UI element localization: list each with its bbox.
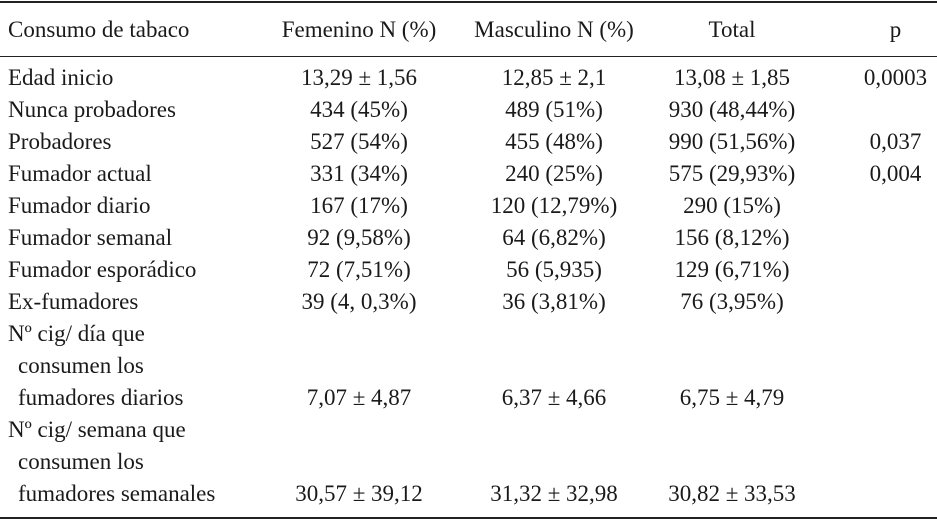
table-row: Fumador diario 167 (17%) 120 (12,79%) 29…: [0, 190, 937, 222]
table-row: Nº cig/ semana que consumen los fumadore…: [0, 414, 937, 510]
cell-p: [824, 286, 937, 318]
cell-femenino: 7,07 ± 4,87: [306, 385, 412, 410]
table-row: Nunca probadores 434 (45%) 489 (51%) 930…: [0, 94, 937, 126]
cell-total: 290 (15%): [683, 193, 781, 218]
cell-p: [824, 254, 937, 286]
cell-total: 30,82 ± 33,53: [668, 481, 796, 506]
cell-masculino: 36 (3,81%): [502, 289, 606, 314]
table-row: Nº cig/ día que consumen los fumadores d…: [0, 318, 937, 414]
cell-masculino: 12,85 ± 2,1: [501, 65, 607, 90]
cell-masculino: 489 (51%): [505, 97, 603, 122]
header-masculino: Masculino N (%): [474, 17, 634, 42]
row-label-line: fumadores diarios: [18, 385, 184, 410]
tobacco-consumption-table: Consumo de tabaco Femenino N (%) Masculi…: [0, 14, 937, 510]
cell-total: 156 (8,12%): [674, 225, 790, 250]
table-row: Fumador esporádico 72 (7,51%) 56 (5,935)…: [0, 254, 937, 286]
cell-total: 13,08 ± 1,85: [673, 65, 791, 90]
cell-total: 129 (6,71%): [674, 257, 790, 282]
cell-p: 0,0003: [863, 65, 928, 90]
cell-total: 76 (3,95%): [680, 289, 784, 314]
cell-p: [824, 318, 937, 414]
header-consumo: Consumo de tabaco: [8, 17, 190, 42]
cell-p: [824, 190, 937, 222]
cell-p: 0,004: [869, 161, 922, 186]
row-label-line: Nº cig/ semana que: [8, 417, 186, 442]
row-label: Fumador diario: [8, 193, 151, 218]
table-row: Ex-fumadores 39 (4, 0,3%) 36 (3,81%) 76 …: [0, 286, 937, 318]
header-total: Total: [708, 17, 756, 42]
cell-p: [824, 222, 937, 254]
cell-total: 930 (48,44%): [668, 97, 796, 122]
cell-femenino: 72 (7,51%): [307, 257, 411, 282]
cell-total: 575 (29,93%): [668, 161, 796, 186]
cell-masculino: 455 (48%): [505, 129, 603, 154]
cell-femenino: 92 (9,58%): [307, 225, 411, 250]
cell-masculino: 120 (12,79%): [490, 193, 618, 218]
table-row: Fumador actual 331 (34%) 240 (25%) 575 (…: [0, 158, 937, 190]
cell-femenino: 13,29 ± 1,56: [300, 65, 418, 90]
row-label: Fumador semanal: [8, 225, 173, 250]
row-label-line: consumen los: [18, 449, 144, 474]
row-label: Fumador esporádico: [8, 257, 197, 282]
cell-femenino: 331 (34%): [310, 161, 408, 186]
row-label-line: Nº cig/ día que: [8, 321, 145, 346]
cell-p: 0,037: [869, 129, 922, 154]
cell-p: [824, 94, 937, 126]
row-label: Probadores: [8, 129, 112, 154]
row-label: Nº cig/ semana que consumen los fumadore…: [0, 414, 264, 510]
table-header-row: Consumo de tabaco Femenino N (%) Masculi…: [0, 14, 937, 56]
cell-femenino: 30,57 ± 39,12: [295, 481, 423, 506]
header-p: p: [889, 17, 902, 42]
table-header-rule: [0, 56, 937, 58]
row-label: Nº cig/ día que consumen los fumadores d…: [0, 318, 264, 414]
row-label: Edad inicio: [8, 65, 114, 90]
cell-femenino: 167 (17%): [310, 193, 408, 218]
row-label: Ex-fumadores: [8, 289, 139, 314]
header-femenino: Femenino N (%): [281, 17, 437, 42]
cell-masculino: 31,32 ± 32,98: [490, 481, 618, 506]
cell-masculino: 6,37 ± 4,66: [501, 385, 607, 410]
cell-total: 6,75 ± 4,79: [679, 385, 785, 410]
cell-total: 990 (51,56%): [668, 129, 796, 154]
row-label-line: fumadores semanales: [18, 481, 216, 506]
cell-masculino: 56 (5,935): [506, 257, 602, 282]
table-top-rule: [0, 1, 937, 3]
row-label: Fumador actual: [8, 161, 152, 186]
row-label: Nunca probadores: [8, 97, 176, 122]
row-label-line: consumen los: [18, 353, 144, 378]
cell-femenino: 527 (54%): [310, 129, 408, 154]
table-bottom-rule: [0, 517, 937, 519]
table-row: Probadores 527 (54%) 455 (48%) 990 (51,5…: [0, 126, 937, 158]
cell-p: [824, 414, 937, 510]
cell-femenino: 434 (45%): [310, 97, 408, 122]
table-row: Edad inicio 13,29 ± 1,56 12,85 ± 2,1 13,…: [0, 56, 937, 94]
table-row: Fumador semanal 92 (9,58%) 64 (6,82%) 15…: [0, 222, 937, 254]
cell-masculino: 240 (25%): [505, 161, 603, 186]
cell-masculino: 64 (6,82%): [502, 225, 606, 250]
cell-femenino: 39 (4, 0,3%): [301, 289, 417, 314]
